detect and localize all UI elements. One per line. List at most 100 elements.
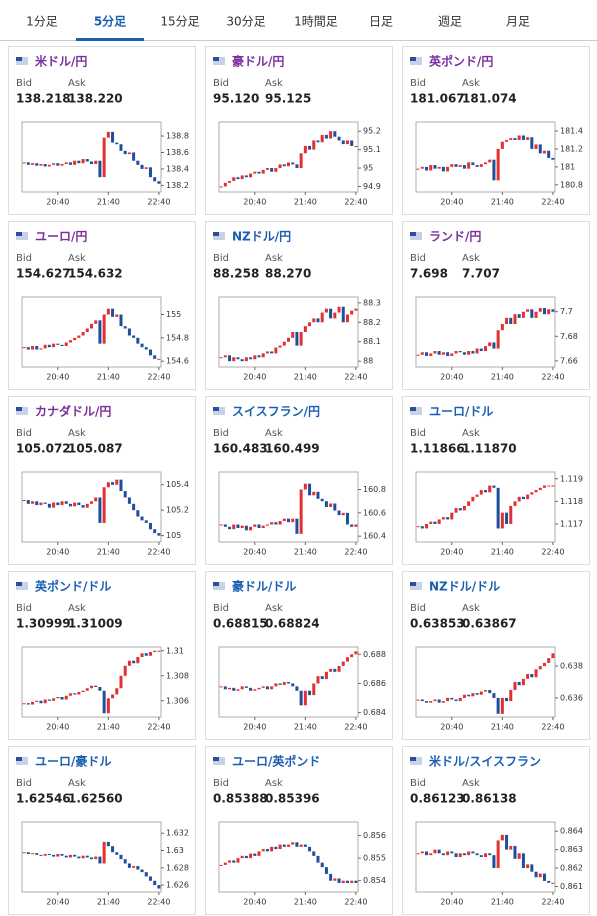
candle: [475, 165, 479, 167]
y-tick-label: 0.686: [363, 679, 386, 688]
pair-title[interactable]: カナダドル/円: [35, 404, 111, 419]
pair-title[interactable]: ユーロ/円: [35, 230, 87, 244]
candle: [244, 357, 248, 362]
candle: [324, 501, 328, 507]
candle: [26, 703, 30, 705]
candle: [420, 851, 424, 854]
y-tick-label: 1.63: [166, 846, 184, 855]
candle: [85, 159, 89, 162]
candle: [458, 853, 462, 857]
bid-label: Bid: [213, 778, 229, 789]
candle: [517, 314, 521, 318]
candle: [513, 314, 517, 325]
candle: [437, 699, 441, 703]
candle: [350, 654, 354, 658]
candle: [115, 688, 119, 695]
candle: [261, 169, 265, 174]
card: [402, 746, 590, 915]
tab[interactable]: 1時間足: [294, 15, 338, 29]
candle: [496, 697, 500, 714]
tab[interactable]: 15分足: [160, 15, 199, 29]
tab[interactable]: 5分足: [94, 14, 126, 29]
ask-value: 0.86138: [462, 792, 517, 806]
pair-title[interactable]: ランド/円: [429, 230, 481, 244]
pair-title[interactable]: 米ドル/円: [35, 54, 87, 69]
candle: [420, 166, 424, 169]
candle: [513, 138, 517, 140]
x-tick-label: 21:40: [491, 198, 514, 207]
candle: [228, 687, 232, 690]
candle: [228, 180, 232, 183]
candle: [68, 340, 72, 343]
ask-value: 160.499: [265, 442, 320, 456]
pair-title[interactable]: 豪ドル/円: [232, 54, 284, 69]
candle: [98, 856, 102, 864]
pair-title[interactable]: ユーロ/英ポンド: [232, 754, 320, 769]
y-tick-label: 88.1: [363, 337, 381, 346]
flag-corner: [410, 57, 416, 61]
pair-title[interactable]: ユーロ/豪ドル: [35, 754, 111, 769]
pair-title[interactable]: 英ポンド/円: [429, 54, 493, 69]
tab[interactable]: 30分足: [226, 15, 265, 29]
candle: [316, 318, 320, 323]
candle: [484, 346, 487, 352]
pair-title[interactable]: NZドル/円: [232, 230, 291, 244]
ask-value: 1.62560: [68, 792, 123, 806]
pair-title[interactable]: 米ドル/スイスフラン: [429, 754, 541, 769]
x-tick-label: 21:40: [491, 723, 514, 732]
candle: [454, 164, 458, 167]
pair-title[interactable]: NZドル/ドル: [429, 580, 500, 594]
pair-title[interactable]: 英ポンド/ドル: [35, 579, 111, 594]
y-tick-label: 1.119: [560, 474, 583, 483]
tab[interactable]: 月足: [506, 15, 530, 29]
x-tick-label: 20:40: [440, 723, 463, 732]
candle: [287, 682, 290, 684]
y-tick-label: 1.306: [166, 696, 189, 705]
pair-title[interactable]: 豪ドル/ドル: [232, 579, 296, 594]
candle: [341, 661, 345, 666]
candle: [475, 348, 479, 354]
candle: [35, 700, 39, 702]
candle: [295, 842, 299, 847]
pair-title[interactable]: ユーロ/ドル: [429, 405, 493, 419]
y-tick-label: 88.3: [363, 298, 381, 307]
candle: [462, 853, 466, 856]
pair-title[interactable]: スイスフラン/円: [232, 405, 320, 419]
y-tick-label: 180.8: [560, 180, 583, 189]
candle: [111, 846, 115, 853]
candle: [492, 485, 496, 488]
candle: [265, 849, 269, 852]
candle: [341, 140, 345, 145]
candle: [429, 521, 433, 524]
bid-label: Bid: [213, 603, 229, 614]
candle: [81, 332, 85, 336]
x-tick-label: 21:40: [294, 548, 317, 557]
candle: [462, 352, 466, 355]
candle: [274, 522, 278, 525]
candle: [429, 853, 433, 856]
candle: [43, 853, 47, 856]
candle: [320, 676, 324, 680]
flag-corner: [16, 57, 22, 61]
candle: [232, 357, 236, 362]
candle: [316, 140, 320, 143]
candle: [333, 312, 337, 319]
y-tick-label: 0.636: [560, 693, 583, 702]
candle: [509, 138, 513, 140]
y-tick-label: 1.308: [166, 671, 189, 680]
candle: [270, 846, 274, 852]
tab[interactable]: 日足: [369, 15, 393, 29]
tab[interactable]: 週足: [438, 15, 462, 29]
bid-value: 160.483: [213, 442, 268, 456]
candle: [479, 164, 483, 167]
candle: [517, 853, 521, 859]
x-tick-label: 22:40: [344, 198, 367, 207]
candle: [446, 851, 450, 856]
candle: [136, 866, 140, 870]
candle: [500, 834, 504, 841]
flag-corner: [410, 232, 416, 236]
candle: [115, 142, 119, 145]
tab[interactable]: 1分足: [26, 15, 58, 29]
candle: [249, 526, 253, 531]
flag-corner: [16, 232, 22, 236]
